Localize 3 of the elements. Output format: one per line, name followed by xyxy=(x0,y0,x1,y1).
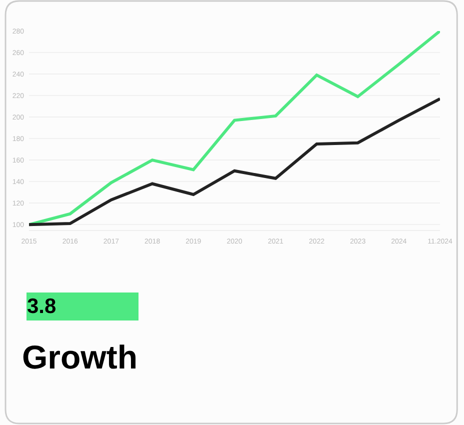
text: 3.8 xyxy=(27,295,57,318)
text: Growth xyxy=(22,338,138,376)
line-series xyxy=(29,97,440,226)
